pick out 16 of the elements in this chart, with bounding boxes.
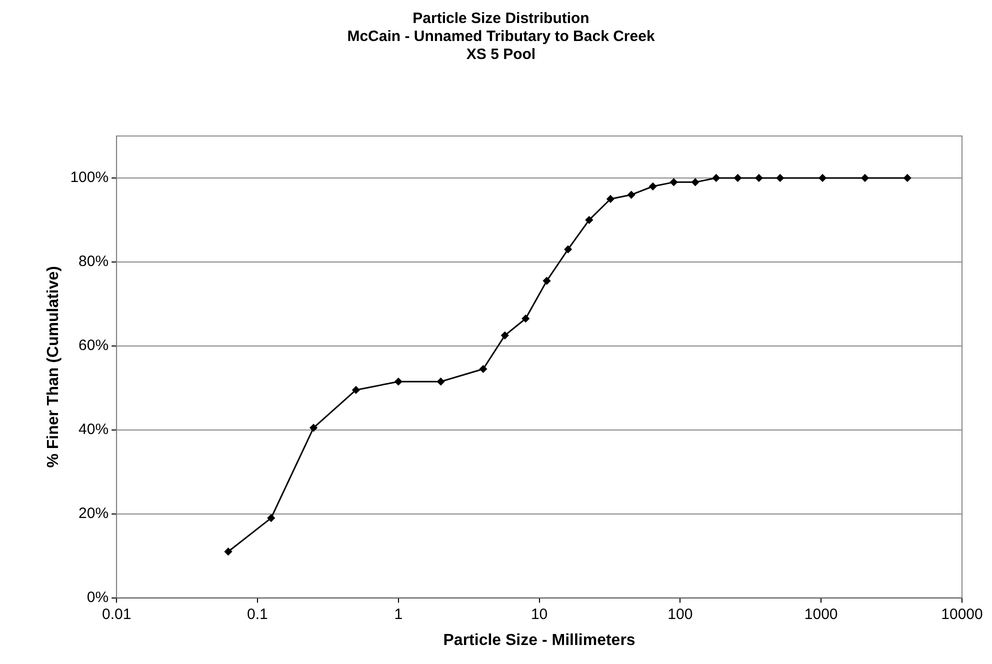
x-tick-label: 1000 bbox=[804, 606, 838, 623]
x-tick-label: 0.1 bbox=[247, 606, 268, 623]
y-axis-title: % Finer Than (Cumulative) bbox=[45, 266, 62, 468]
y-tick-label: 40% bbox=[78, 421, 109, 438]
x-tick-label: 1 bbox=[394, 606, 403, 623]
y-tick-label: 60% bbox=[78, 337, 109, 354]
x-tick-label: 10 bbox=[530, 606, 548, 623]
x-tick-label: 0.01 bbox=[102, 606, 132, 623]
chart-title: Particle Size Distribution McCain - Unnamed Tributary to Back Creek XS 5 Pool bbox=[347, 10, 656, 64]
y-tick-label: 0% bbox=[86, 588, 109, 606]
y-tick-label: 100% bbox=[70, 169, 109, 186]
y-tick-label: 80% bbox=[78, 253, 109, 270]
x-tick-label: 100 bbox=[668, 606, 693, 623]
x-tick-label: 10000 bbox=[941, 606, 983, 623]
y-tick-label: 20% bbox=[78, 504, 109, 522]
x-axis-title: Particle Size - Millimeters bbox=[443, 632, 636, 649]
